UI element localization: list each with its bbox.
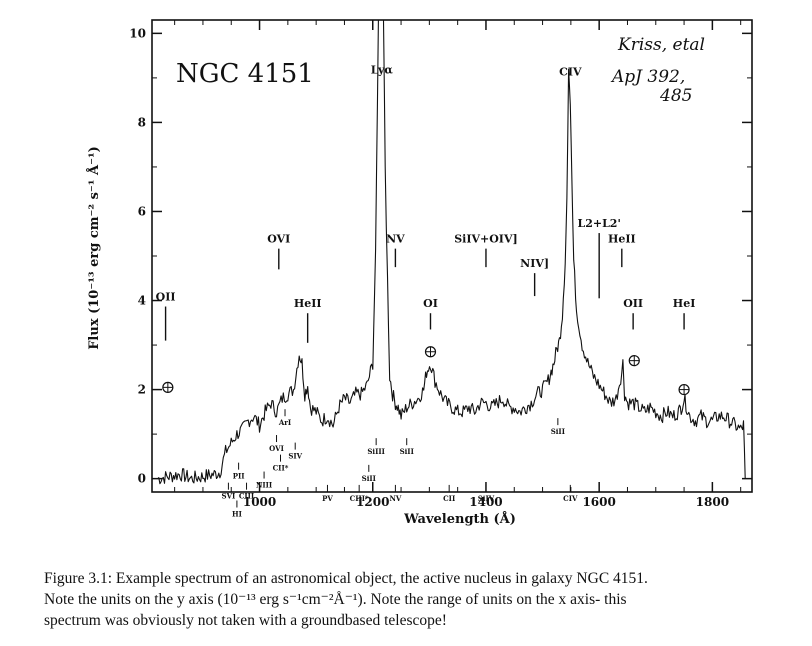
emission-line-label: OII [623,297,643,310]
handwritten-note-line: ApJ 392, [610,67,685,87]
emission-line-label: SiIV+OIV] [454,233,518,246]
y-tick-label: 0 [138,472,146,486]
x-tick-label: 1400 [469,495,502,509]
y-tick-label: 2 [138,383,146,397]
emission-line-label: NV [386,233,405,246]
x-tick-label: 1000 [243,495,276,509]
absorption-line-label: SiIV [478,494,495,503]
absorption-line-label: CIV [563,494,578,503]
x-tick-label: 1200 [356,495,389,509]
emission-line-label: Lyα [371,63,394,76]
spectrum-chart: 1000 1200 1400 1600 1800 0 2 4 6 8 10 OII OVI HeII Ly… [86,19,753,527]
emission-line-label: OVI [267,233,290,246]
absorption-identifications: OVI ArI SIV CII*NIII PII SVI CIII HI PV CIII* SiII… [162,346,690,518]
emission-line-label: HeI [673,297,696,310]
spectrum-figure: 1000 1200 1400 1600 1800 0 2 4 6 8 10 OII OVI HeII Ly… [86,19,753,527]
emission-line-label: NIV] [520,257,549,270]
absorption-line-label: NIII [256,481,272,490]
absorption-line-label: NV [389,494,401,503]
x-tick-label: 1800 [696,495,729,509]
absorption-line-label: OVI [269,444,284,453]
y-axis-title: Flux (10⁻¹³ erg cm⁻² s⁻¹ Å⁻¹) [86,146,102,350]
absorption-line-label: SIV [288,452,302,461]
absorption-line-label: PII [233,472,245,481]
absorption-line-label: ArI [278,418,291,427]
absorption-line-label: CII* [273,464,289,473]
absorption-line-label: CIII [239,492,254,501]
y-tick-label: 8 [138,115,146,129]
chart-title: NGC 4151 [176,59,314,89]
x-axis-title: Wavelength (Å) [403,511,516,527]
emission-line-label: L2+L2' [577,217,620,230]
absorption-line-label: SiIII [367,447,385,456]
emission-line-label: OI [423,297,438,310]
caption-line: Figure 3.1: Example spectrum of an astro… [44,570,648,587]
absorption-line-label: HI [232,509,242,518]
absorption-line-label: SiII [362,474,376,483]
caption-line: Note the units on the y axis (10⁻¹³ erg … [44,591,627,608]
absorption-line-label: SVI [222,492,236,501]
y-tick-label: 10 [129,26,146,40]
handwritten-note-line: Kriss, etal [617,35,705,55]
axis-ticks: 1000 1200 1400 1600 1800 0 2 4 6 8 10 [129,20,752,509]
absorption-line-label: CII [443,494,455,503]
emission-line-label: HeII [294,297,322,310]
spectrum-series [157,19,746,485]
line-identifications: OII OVI HeII Lyα NV OI SiIV+OIV]NIV] CIV L2+L2' H… [156,63,696,343]
absorption-line-label: PV [322,494,333,503]
absorption-line-label: SiII [400,447,414,456]
emission-line-label: OII [156,291,176,304]
absorption-line-label: CIII* [350,494,369,503]
figure-caption: Figure 3.1: Example spectrum of an astro… [44,568,774,631]
handwritten-reference: Kriss, etal ApJ 392,485 [610,35,705,106]
emission-line-label: CIV [559,66,582,79]
emission-line-label: HeII [608,233,636,246]
absorption-line-label: SiII [551,427,565,436]
y-tick-label: 4 [138,294,146,308]
spectrum-line [157,19,746,485]
caption-line: spectrum was obviously not taken with a … [44,612,447,629]
x-tick-label: 1600 [582,495,615,509]
handwritten-note-line: 485 [659,86,692,106]
y-tick-label: 6 [138,204,146,218]
